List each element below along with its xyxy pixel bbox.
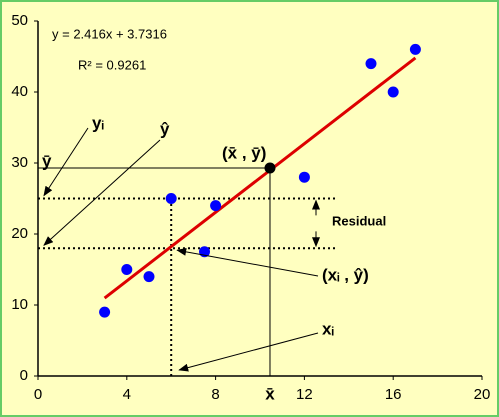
mean-point (264, 162, 276, 174)
y-tick-label: 0 (20, 367, 28, 384)
point (210, 200, 222, 212)
arrow-xi (178, 332, 319, 372)
yhat-label: ŷ (160, 119, 170, 138)
y-tick-label: 30 (11, 154, 28, 171)
yi-label: yᵢ (92, 113, 104, 132)
mean-label: (x̄ , ȳ) (222, 143, 266, 162)
x-tick-label: 4 (123, 386, 131, 403)
x-tick-label: 0 (34, 386, 42, 403)
arrow-yhat (43, 139, 161, 246)
y-tick-label: 10 (11, 296, 28, 313)
x-tick-label: 12 (296, 386, 313, 403)
equation: y = 2.416x + 3.7316 (52, 26, 167, 41)
point (121, 264, 133, 275)
arrow-yi (43, 127, 89, 197)
point (365, 58, 377, 70)
point (99, 306, 111, 318)
point (387, 86, 399, 98)
y-tick-label: 40 (11, 83, 28, 100)
x-tick-label: 20 (474, 386, 491, 403)
x-tick-label: 8 (211, 386, 219, 403)
point (298, 171, 310, 183)
ybar-label: ȳ (42, 151, 52, 170)
y-tick-label: 50 (11, 12, 28, 29)
regression-line (103, 56, 417, 300)
residual-label: Residual (332, 213, 386, 228)
y-tick-label: 20 (11, 225, 28, 242)
point (165, 193, 177, 204)
x-tick-label: 16 (385, 386, 402, 403)
point-label: (xᵢ , ŷ) (322, 265, 369, 284)
point (409, 43, 421, 55)
point (143, 271, 155, 283)
xbar-label: x̄ (265, 384, 275, 403)
r-squared: R² = 0.9261 (78, 57, 146, 72)
xi-label: xᵢ (322, 319, 334, 338)
arrow-point (176, 247, 319, 277)
